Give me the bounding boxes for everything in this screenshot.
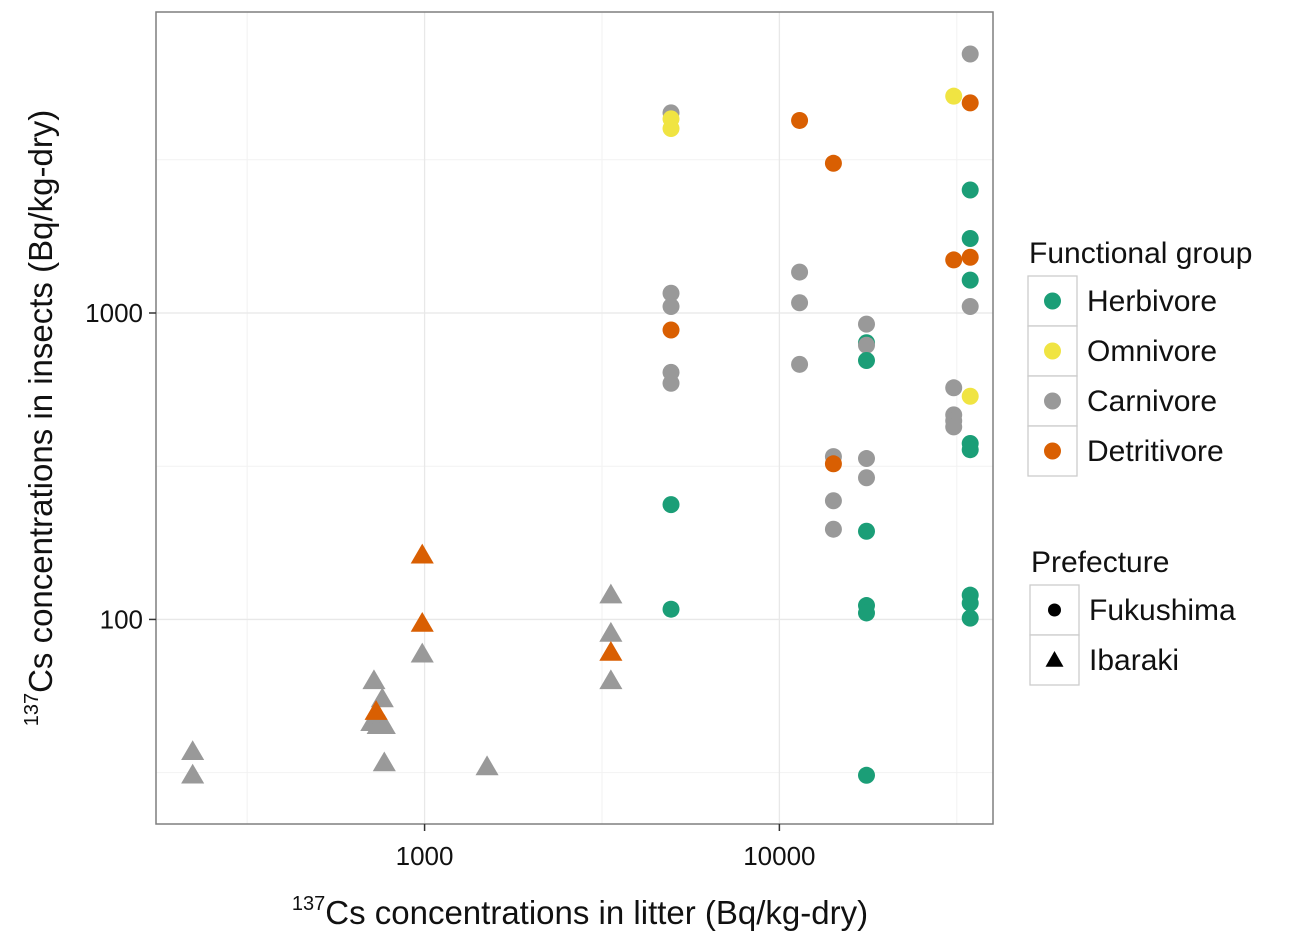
data-point-carnivore-ibaraki: [181, 740, 205, 761]
data-point-carnivore-fukushima: [791, 263, 809, 281]
data-point-omnivore-fukushima: [961, 387, 979, 405]
plot-panel: [156, 12, 993, 824]
plot-area: [155, 11, 994, 825]
x-axis-ticks: 1000 10000: [396, 824, 816, 871]
y-axis-label: 137Cs concentrations in insects (Bq/kg-d…: [21, 110, 59, 727]
data-point-herbivore-fukushima: [662, 496, 680, 514]
data-point-detritivore-fukushima: [961, 248, 979, 266]
data-point-detritivore-ibaraki: [364, 700, 388, 720]
data-point-carnivore-fukushima: [662, 298, 680, 316]
legend-prefecture: Prefecture Fukushima Ibaraki: [1029, 546, 1236, 686]
y-tick-label: 1000: [85, 298, 143, 328]
data-point-detritivore-fukushima: [824, 455, 842, 473]
legend-swatch-ibaraki: [1045, 651, 1064, 667]
legend-item-fukushima: Fukushima: [1029, 584, 1236, 636]
data-point-herbivore-fukushima: [961, 441, 979, 459]
data-point-carnivore-ibaraki: [362, 669, 386, 690]
legend-swatch-carnivore: [1044, 392, 1061, 410]
legend-swatch-herbivore: [1044, 292, 1061, 310]
data-points: [181, 45, 979, 784]
data-point-carnivore-ibaraki: [372, 751, 396, 772]
data-point-carnivore-ibaraki: [599, 583, 623, 604]
legend-item-herbivore: Herbivore: [1027, 275, 1217, 327]
legend-functional-group-title: Functional group: [1029, 237, 1252, 270]
data-point-carnivore-fukushima: [961, 298, 979, 316]
major-gridlines: [156, 12, 993, 824]
data-point-carnivore-ibaraki: [372, 714, 396, 734]
data-point-herbivore-fukushima: [961, 609, 979, 627]
data-point-herbivore-fukushima: [662, 600, 680, 618]
data-point-carnivore-fukushima: [857, 469, 875, 487]
data-point-herbivore-fukushima: [857, 766, 875, 784]
x-tick-label: 10000: [743, 841, 815, 871]
data-point-carnivore-fukushima: [857, 315, 875, 333]
legend-label-ibaraki: Ibaraki: [1089, 644, 1179, 677]
y-axis-ticks: 100 1000: [85, 298, 156, 634]
data-point-carnivore-fukushima: [961, 45, 979, 63]
legend-item-omnivore: Omnivore: [1027, 325, 1217, 377]
legend-label-detritivore: Detritivore: [1087, 435, 1224, 468]
y-axis-label-superscript: 137: [21, 693, 43, 726]
data-point-carnivore-fukushima: [662, 284, 680, 302]
legend-prefecture-title: Prefecture: [1031, 546, 1169, 579]
data-point-herbivore-fukushima: [961, 230, 979, 248]
legend-swatch-omnivore: [1044, 342, 1061, 360]
x-axis-label-superscript: 137: [292, 893, 325, 915]
legend-label-omnivore: Omnivore: [1087, 335, 1217, 368]
legend-label-herbivore: Herbivore: [1087, 285, 1217, 318]
legend-swatch-fukushima: [1048, 603, 1061, 617]
legend-label-fukushima: Fukushima: [1089, 594, 1236, 627]
legend-item-ibaraki: Ibaraki: [1029, 634, 1179, 686]
legend-functional-group: Functional group Herbivore Omnivore Carniv…: [1027, 237, 1252, 477]
data-point-herbivore-fukushima: [961, 181, 979, 199]
data-point-carnivore-ibaraki: [410, 642, 434, 663]
data-point-carnivore-fukushima: [791, 294, 809, 312]
y-tick-label: 100: [100, 604, 143, 634]
data-point-carnivore-fukushima: [791, 355, 809, 373]
data-point-omnivore-fukushima: [662, 120, 680, 138]
data-point-carnivore-fukushima: [945, 379, 963, 397]
data-point-detritivore-fukushima: [791, 111, 809, 129]
data-point-carnivore-fukushima: [857, 336, 875, 354]
y-axis-label-text: Cs concentrations in insects (Bq/kg-dry): [22, 110, 59, 693]
plot-border: [155, 11, 994, 825]
data-point-detritivore-fukushima: [945, 251, 963, 269]
data-point-carnivore-ibaraki: [599, 621, 623, 642]
data-point-carnivore-fukushima: [857, 450, 875, 468]
data-point-detritivore-fukushima: [824, 154, 842, 172]
x-axis-label-text: Cs concentrations in litter (Bq/kg-dry): [325, 894, 868, 931]
data-point-detritivore-ibaraki: [599, 640, 623, 661]
legend-swatch-detritivore: [1044, 442, 1061, 460]
legend-item-carnivore: Carnivore: [1027, 375, 1217, 427]
data-point-herbivore-fukushima: [857, 351, 875, 369]
data-point-detritivore-fukushima: [662, 321, 680, 339]
x-tick-label: 1000: [396, 841, 454, 871]
legend-item-detritivore: Detritivore: [1027, 425, 1224, 477]
data-point-herbivore-fukushima: [857, 522, 875, 540]
data-point-carnivore-ibaraki: [181, 763, 205, 784]
data-point-carnivore-fukushima: [824, 492, 842, 510]
data-point-carnivore-fukushima: [662, 374, 680, 392]
data-point-herbivore-fukushima: [961, 594, 979, 612]
data-point-omnivore-fukushima: [945, 87, 963, 105]
x-axis-label: 137Cs concentrations in litter (Bq/kg-dr…: [292, 893, 868, 931]
data-point-detritivore-ibaraki: [410, 611, 434, 632]
data-point-carnivore-fukushima: [945, 418, 963, 436]
data-point-herbivore-fukushima: [857, 604, 875, 622]
data-point-carnivore-fukushima: [824, 520, 842, 538]
data-point-detritivore-ibaraki: [410, 543, 434, 564]
data-point-herbivore-fukushima: [961, 271, 979, 289]
data-point-carnivore-ibaraki: [599, 669, 623, 690]
legend-label-carnivore: Carnivore: [1087, 385, 1217, 418]
data-point-detritivore-fukushima: [961, 94, 979, 112]
data-point-carnivore-ibaraki: [475, 755, 499, 776]
